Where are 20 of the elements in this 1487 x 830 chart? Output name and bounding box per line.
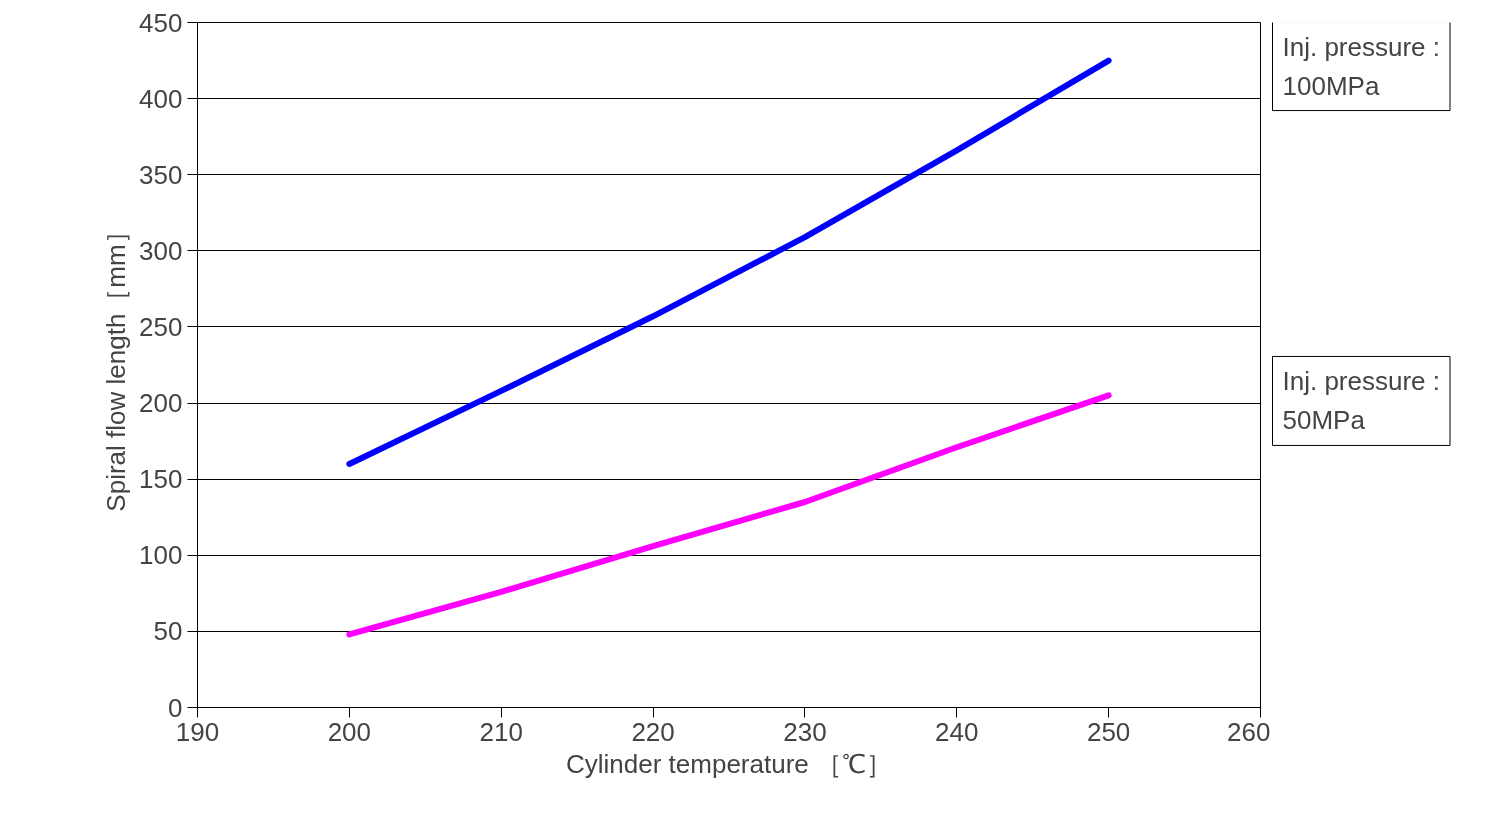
y-tick-label: 200	[139, 388, 183, 419]
x-axis-title: Cylinder temperature ［℃］	[566, 748, 892, 779]
x-tick-label: 260	[1227, 716, 1271, 747]
y-tick-label: 150	[139, 464, 183, 495]
x-tick-label: 200	[327, 716, 372, 747]
x-tick-label: 220	[631, 716, 675, 747]
x-tick-label: 230	[783, 716, 827, 747]
y-tick-label: 50	[153, 616, 183, 647]
y-tick-label: 450	[139, 7, 183, 38]
text: Inj. pressure : 100MPa	[1282, 31, 1441, 101]
y-tick-label: 300	[139, 235, 183, 266]
y-tick-label: 350	[139, 159, 183, 190]
x-tick-label: 240	[935, 716, 979, 747]
y-tick-label: 400	[139, 83, 183, 114]
x-tick-label: 210	[479, 716, 523, 747]
y-tick-label: 100	[139, 540, 183, 571]
x-tick-label: 250	[1086, 716, 1131, 747]
y-tick-label: 250	[139, 311, 183, 342]
y-axis-title: Spiral flow length［mm］	[101, 218, 132, 512]
text: Inj. pressure : 50MPa	[1282, 366, 1441, 436]
